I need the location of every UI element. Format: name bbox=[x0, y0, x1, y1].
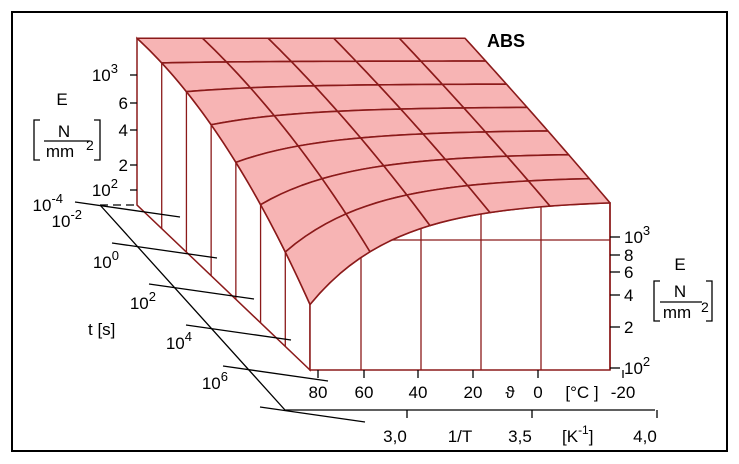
exponent: 3 bbox=[643, 223, 650, 238]
mantissa: 8 bbox=[624, 246, 633, 265]
temperature-symbol: ϑ bbox=[505, 383, 515, 402]
time-tick-label: 10-4 bbox=[33, 191, 63, 215]
right-tick-label: 103 bbox=[624, 223, 650, 247]
right-tick-label: 2 bbox=[624, 318, 633, 337]
title: ABS bbox=[487, 31, 525, 51]
exponent: 4 bbox=[185, 329, 192, 344]
mantissa: 6 bbox=[624, 263, 633, 282]
inverse-temperature-label: 1/T bbox=[448, 427, 473, 446]
temperature-tick-label: 80 bbox=[309, 383, 328, 402]
inverse-temperature-tick-label: 3,5 bbox=[508, 427, 532, 446]
mantissa: 2 bbox=[119, 156, 128, 175]
tick-line bbox=[148, 283, 255, 300]
right-symbol: E bbox=[674, 255, 685, 274]
mantissa: 10 bbox=[93, 253, 112, 272]
mantissa: 4 bbox=[624, 286, 633, 305]
time-tick-label: 10-2 bbox=[52, 207, 82, 231]
left-symbol: E bbox=[56, 90, 67, 109]
time-tick-label: 102 bbox=[130, 289, 156, 313]
left-tick-label: 103 bbox=[92, 61, 118, 85]
right-unit-numerator: N bbox=[674, 282, 686, 301]
mantissa: 10 bbox=[624, 359, 643, 378]
exponent: 6 bbox=[221, 369, 228, 384]
right-unit-exponent: 2 bbox=[701, 299, 709, 315]
left-tick-label: 102 bbox=[92, 176, 118, 200]
temperature-unit: [°C ] bbox=[565, 383, 598, 402]
right-tick-label: 8 bbox=[624, 246, 633, 265]
exponent: -2 bbox=[70, 207, 82, 222]
mantissa: 10 bbox=[33, 196, 52, 215]
left-tick-label: 6 bbox=[119, 94, 128, 113]
time-tick-label: 106 bbox=[202, 369, 228, 393]
left-tick-label: 4 bbox=[119, 121, 128, 140]
tick-line bbox=[222, 365, 329, 382]
labels: ABS E N mm 2 E N mm 2 t [s] ϑ [°C ] 1/T … bbox=[33, 31, 713, 446]
left-unit-bracket bbox=[33, 119, 101, 161]
exponent: 2 bbox=[149, 289, 156, 304]
exponent: 2 bbox=[111, 176, 118, 191]
walls bbox=[100, 36, 611, 372]
exponent: 3 bbox=[111, 61, 118, 76]
time-tick-label: 104 bbox=[166, 329, 192, 353]
right-unit-bracket bbox=[653, 280, 713, 322]
tick-line bbox=[185, 324, 292, 341]
right-tick-label: 102 bbox=[624, 354, 650, 378]
exponent: -4 bbox=[51, 191, 63, 206]
left-unit-numerator: N bbox=[58, 122, 70, 141]
left-tick-label: 2 bbox=[119, 156, 128, 175]
right-tick-label: 6 bbox=[624, 263, 633, 282]
unit-close: ] bbox=[589, 427, 594, 446]
right-tick-label: 4 bbox=[624, 286, 633, 305]
mantissa: 4 bbox=[119, 121, 128, 140]
time-label: t [s] bbox=[88, 320, 115, 339]
left-unit-exponent: 2 bbox=[86, 137, 94, 153]
surface-cell bbox=[527, 177, 611, 207]
inverse-temperature-tick-label: 3,0 bbox=[383, 427, 407, 446]
mantissa: 10 bbox=[624, 228, 643, 247]
temperature-tick-label: 40 bbox=[409, 383, 428, 402]
temperature-tick-label: 60 bbox=[355, 383, 374, 402]
unit-open: [K bbox=[562, 427, 579, 446]
mantissa: 10 bbox=[52, 212, 71, 231]
right-unit-denominator: mm bbox=[663, 303, 691, 322]
exponent: 0 bbox=[112, 248, 119, 263]
mantissa: 10 bbox=[92, 66, 111, 85]
mantissa: 10 bbox=[202, 374, 221, 393]
mantissa: 10 bbox=[130, 294, 149, 313]
mantissa: 2 bbox=[624, 318, 633, 337]
inverse-temperature-unit: [K-1] bbox=[562, 423, 593, 446]
surface bbox=[136, 37, 611, 306]
mantissa: 10 bbox=[92, 181, 111, 200]
tick-line bbox=[74, 201, 181, 218]
mantissa: 10 bbox=[166, 334, 185, 353]
time-tick-label: 100 bbox=[93, 248, 119, 272]
tick-line bbox=[111, 242, 218, 259]
exponent: 2 bbox=[643, 354, 650, 369]
temperature-tick-label: 0 bbox=[533, 383, 542, 402]
tick-line bbox=[259, 406, 366, 423]
temperature-tick-label: 20 bbox=[464, 383, 483, 402]
unit-exponent: -1 bbox=[578, 423, 589, 437]
left-unit-denominator: mm bbox=[46, 142, 74, 161]
mantissa: 6 bbox=[119, 94, 128, 113]
inverse-temperature-tick-label: 4,0 bbox=[633, 427, 657, 446]
temperature-tick-label: -20 bbox=[611, 383, 636, 402]
